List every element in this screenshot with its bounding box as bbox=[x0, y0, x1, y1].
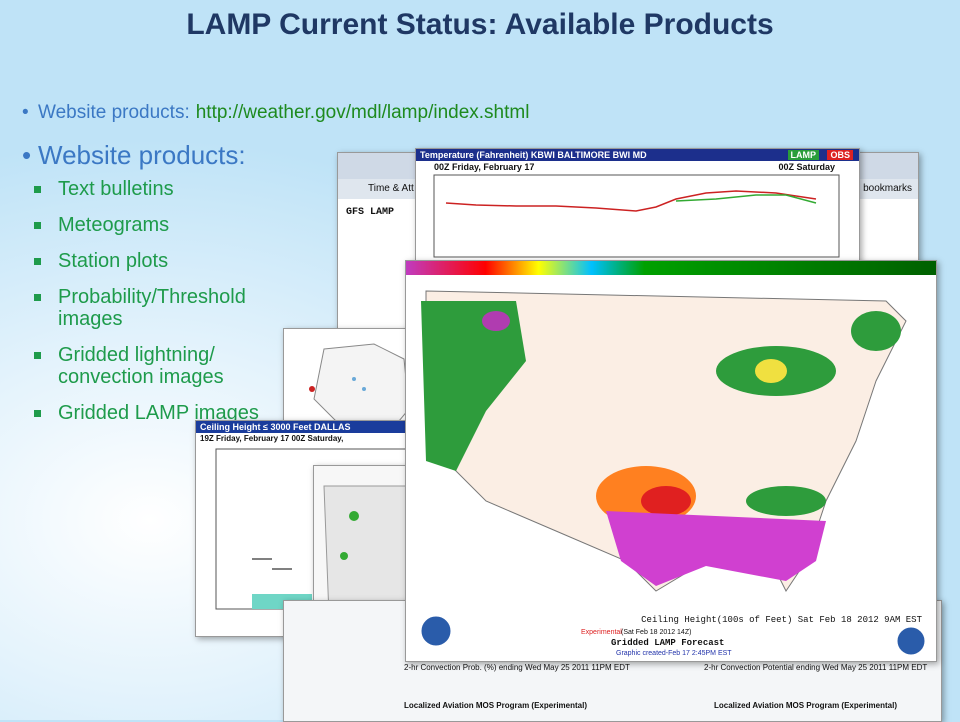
tab: Time & Att bbox=[368, 183, 414, 194]
tag: OBS bbox=[827, 150, 853, 160]
gridded-map bbox=[406, 261, 936, 658]
line bbox=[445, 190, 817, 212]
gridded-shot: Ceiling Height(100s of Feet) Sat Feb 18 … bbox=[405, 260, 937, 662]
list-item: Gridded lightning/ convection images bbox=[32, 344, 290, 388]
cloud-area bbox=[746, 486, 826, 516]
page-title: GFS LAMP bbox=[346, 207, 395, 218]
logo bbox=[894, 624, 928, 658]
cloud-area bbox=[755, 359, 787, 383]
logo bbox=[418, 613, 454, 649]
dot bbox=[309, 386, 315, 392]
list-item: Probability/Threshold images bbox=[32, 286, 290, 330]
color-scale bbox=[406, 261, 936, 275]
date: 00Z Friday, February 17 bbox=[434, 162, 535, 172]
blob bbox=[340, 552, 348, 560]
cloud-area bbox=[482, 311, 510, 331]
item-list: Text bulletins Meteograms Station plots Pro… bbox=[32, 178, 290, 438]
ceiling-title: Ceiling Height ≤ 3000 Feet DALLAS bbox=[196, 421, 411, 433]
heading: • Website products: bbox=[22, 140, 246, 170]
product: Gridded LAMP Forecast bbox=[611, 638, 725, 648]
meteogram-title: Temperature (Fahrenheit) KBWI BALTIMORE … bbox=[416, 149, 859, 161]
dates: 19Z Friday, February 17 00Z Saturday, bbox=[196, 433, 411, 444]
cloud-area bbox=[421, 301, 526, 471]
list-item: Station plots bbox=[32, 250, 290, 272]
frame bbox=[433, 174, 840, 258]
bookmarks: bookmarks bbox=[863, 183, 912, 194]
bullet-label: Website products: bbox=[38, 102, 190, 123]
dates: 00Z Friday, February 17 00Z Saturday bbox=[416, 161, 859, 173]
date: 00Z Saturday, bbox=[291, 434, 344, 443]
list-item: Gridded LAMP images bbox=[32, 402, 290, 424]
slide-title: LAMP Current Status: Available Products bbox=[186, 8, 774, 41]
line bbox=[675, 194, 817, 204]
caption: 2-hr Convection Potential ending Wed May… bbox=[704, 663, 928, 672]
dot bbox=[352, 377, 356, 381]
heading-text: Website products: bbox=[38, 140, 246, 170]
date: 19Z Friday, February 17 bbox=[200, 434, 290, 443]
tag: LAMP bbox=[787, 150, 819, 160]
issued: (Sat Feb 18 2012 14Z) bbox=[621, 629, 692, 636]
caption: 2-hr Convection Prob. (%) ending Wed May… bbox=[404, 663, 630, 672]
list-item: Meteograms bbox=[32, 214, 290, 236]
dot bbox=[362, 387, 366, 391]
meteogram-shot: Temperature (Fahrenheit) KBWI BALTIMORE … bbox=[415, 148, 860, 268]
cloud-area bbox=[606, 511, 826, 586]
title-text: Temperature (Fahrenheit) KBWI BALTIMORE … bbox=[420, 150, 647, 160]
bullet: • Website products: http://weather.gov/mdl… bbox=[22, 102, 530, 123]
program: Localized Aviation MOS Program (Experime… bbox=[714, 701, 897, 710]
list-item: Text bulletins bbox=[32, 178, 290, 200]
url[interactable]: http://weather.gov/mdl/lamp/index.shtml bbox=[195, 102, 530, 123]
cloud-area bbox=[641, 486, 691, 516]
date: 00Z Saturday bbox=[778, 162, 835, 172]
blob bbox=[349, 511, 359, 521]
created: Graphic created-Feb 17 2:45PM EST bbox=[616, 650, 732, 657]
program: Localized Aviation MOS Program (Experime… bbox=[404, 701, 587, 710]
caption: Ceiling Height(100s of Feet) Sat Feb 18 … bbox=[641, 615, 922, 625]
meteogram-plot bbox=[433, 174, 840, 258]
cloud-area bbox=[851, 311, 901, 351]
experimental: Experimental bbox=[581, 629, 622, 636]
